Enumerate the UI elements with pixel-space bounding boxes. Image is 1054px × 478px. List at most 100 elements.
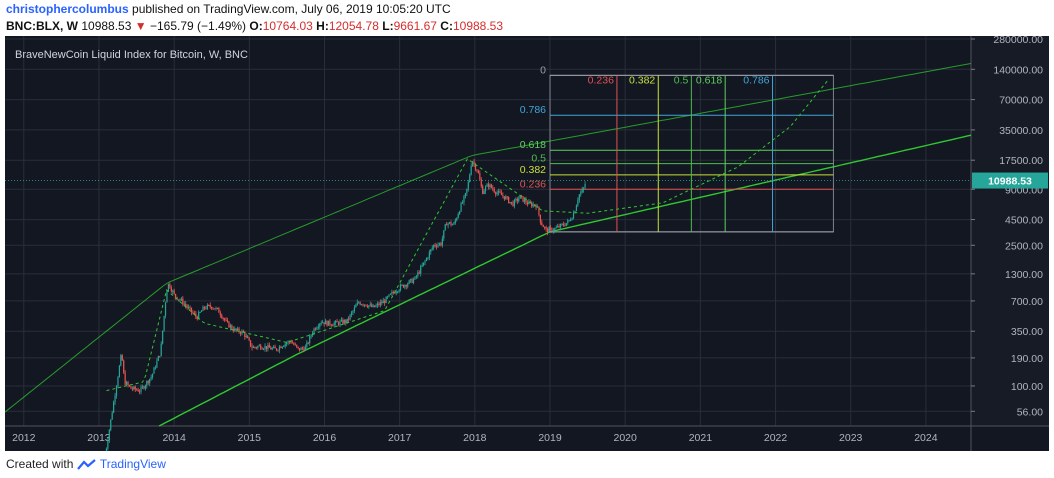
candle-body (505, 196, 507, 200)
candle-body (322, 322, 324, 324)
candle-body (329, 320, 331, 325)
candle-body (117, 377, 119, 387)
price-chart[interactable]: 280000.00 140000.00 70000.00 35000.00 17500.… (5, 36, 1049, 451)
candle-body (418, 272, 420, 274)
candle-body (287, 341, 289, 343)
publish-date: published on TradingView.com, July 06, 2… (132, 2, 451, 16)
candle-body (193, 313, 195, 315)
candle-body (114, 395, 116, 402)
candle-body (353, 307, 355, 311)
candle-body (479, 173, 481, 180)
candle-body (300, 347, 302, 351)
candle-body (221, 315, 223, 318)
candle-body (508, 196, 510, 204)
candle-body (469, 174, 471, 183)
candle-body (274, 346, 276, 349)
candle-body (136, 389, 138, 391)
candle-body (412, 279, 415, 283)
tradingview-link[interactable]: TradingView (99, 457, 166, 471)
candle-body (293, 343, 295, 345)
author-link[interactable]: christophercolumbus (6, 2, 129, 16)
candle-body (211, 306, 213, 309)
candle-body (583, 187, 585, 190)
footer: Created with TradingView (6, 457, 166, 471)
candle-body (564, 225, 566, 227)
candle-body (115, 386, 118, 396)
candle-body (273, 346, 275, 349)
candle-body (195, 313, 197, 317)
candle-body (349, 314, 351, 320)
candle-body (371, 304, 373, 307)
fib-level-label: 0.786 (520, 104, 546, 116)
fib-time-label: 0.618 (696, 74, 722, 86)
candle-body (280, 346, 282, 349)
candle-body (492, 187, 494, 190)
candle-body (397, 291, 399, 293)
candle-body (470, 165, 472, 175)
last-price-badge (972, 172, 1048, 189)
candle-body (401, 284, 403, 286)
candle-body (310, 335, 312, 337)
last-price: 10988.53 (81, 19, 132, 33)
candle-body (150, 377, 152, 379)
time-tick-label: 2024 (914, 432, 938, 444)
open-label: O: (249, 19, 263, 33)
candle-body (493, 189, 495, 193)
candle-body (441, 238, 443, 246)
fib-level-label: 0 (540, 64, 546, 76)
fib-time-label: 0.236 (588, 74, 614, 86)
down-arrow-icon: ▼ (134, 19, 147, 33)
candle-body (451, 224, 454, 226)
candle-body (267, 345, 269, 350)
candle-body (196, 316, 198, 320)
candle-body (226, 320, 229, 322)
candle-body (244, 332, 246, 337)
candle-body (260, 345, 262, 349)
candle-body (459, 211, 461, 215)
time-tick-label: 2023 (839, 432, 863, 444)
candle-body (238, 328, 240, 333)
candle-body (577, 199, 579, 206)
candle-body (402, 284, 405, 288)
chart-title: BraveNewCoin Liquid Index for Bitcoin, W… (15, 49, 248, 61)
candle-body (538, 206, 540, 215)
candle-body (317, 326, 319, 328)
candle-body (118, 365, 121, 378)
candle-body (369, 304, 371, 306)
candle-body (249, 340, 252, 347)
time-tick-label: 2022 (764, 432, 788, 444)
candle-body (405, 285, 407, 287)
candle-body (332, 325, 334, 327)
candle-body (580, 192, 582, 195)
candle-body (366, 305, 368, 308)
fib-time-label: 0.786 (743, 74, 769, 86)
candle-body (571, 218, 573, 221)
candle-body (483, 190, 485, 194)
candle-body (231, 325, 233, 329)
candle-body (198, 312, 200, 320)
candle-body (241, 330, 243, 334)
candle-body (262, 348, 265, 350)
candle-body (350, 312, 353, 315)
symbol-info: BNC:BLX, W 10988.53 ▼ −165.79 (−1.49%) O… (6, 19, 503, 33)
candle-body (290, 341, 292, 343)
price-tick-label: 2500.00 (1005, 240, 1043, 252)
candle-body (316, 327, 318, 330)
high-label: H: (316, 19, 329, 33)
candle-body (200, 310, 203, 313)
candle-body (516, 198, 518, 201)
projection-path (106, 79, 829, 392)
candle-body (176, 296, 178, 300)
candle-body (345, 320, 347, 323)
candle-body (124, 372, 126, 385)
candle-body (525, 199, 527, 203)
candle-body (258, 345, 260, 347)
candle-body (275, 348, 278, 351)
candle-body (255, 347, 257, 349)
candle-body (386, 296, 389, 298)
candle-body (172, 290, 174, 292)
candle-body (296, 344, 298, 347)
upper-trendline (5, 63, 972, 413)
candle-body (376, 303, 379, 306)
candle-body (175, 293, 177, 297)
